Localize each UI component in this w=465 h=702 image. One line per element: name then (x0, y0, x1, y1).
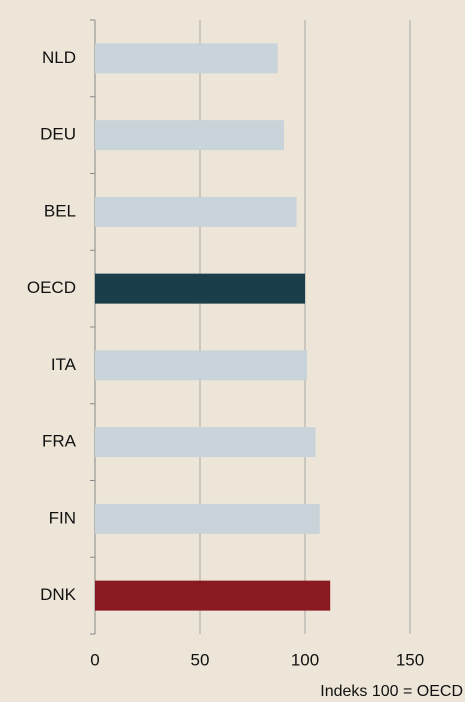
x-tick-label: 100 (291, 650, 319, 669)
y-tick-label: ITA (51, 355, 77, 374)
bar (95, 196, 297, 227)
x-tick-label: 150 (396, 650, 424, 669)
y-tick-label: BEL (44, 201, 76, 220)
x-tick-label: 50 (191, 650, 210, 669)
bar (95, 580, 331, 611)
bar (95, 503, 320, 534)
y-tick-label: DNK (40, 585, 77, 604)
bar (95, 350, 308, 381)
y-tick-label: DEU (40, 125, 76, 144)
y-tick-label: NLD (42, 48, 76, 67)
bar (95, 120, 284, 151)
x-tick-label: 0 (90, 650, 99, 669)
bar (95, 273, 305, 304)
y-tick-label: FIN (49, 508, 76, 527)
x-axis-label: Indeks 100 = OECD (320, 683, 463, 700)
bar (95, 427, 316, 458)
y-tick-label: OECD (27, 278, 76, 297)
bar (95, 43, 278, 74)
y-tick-label: FRA (42, 432, 77, 451)
